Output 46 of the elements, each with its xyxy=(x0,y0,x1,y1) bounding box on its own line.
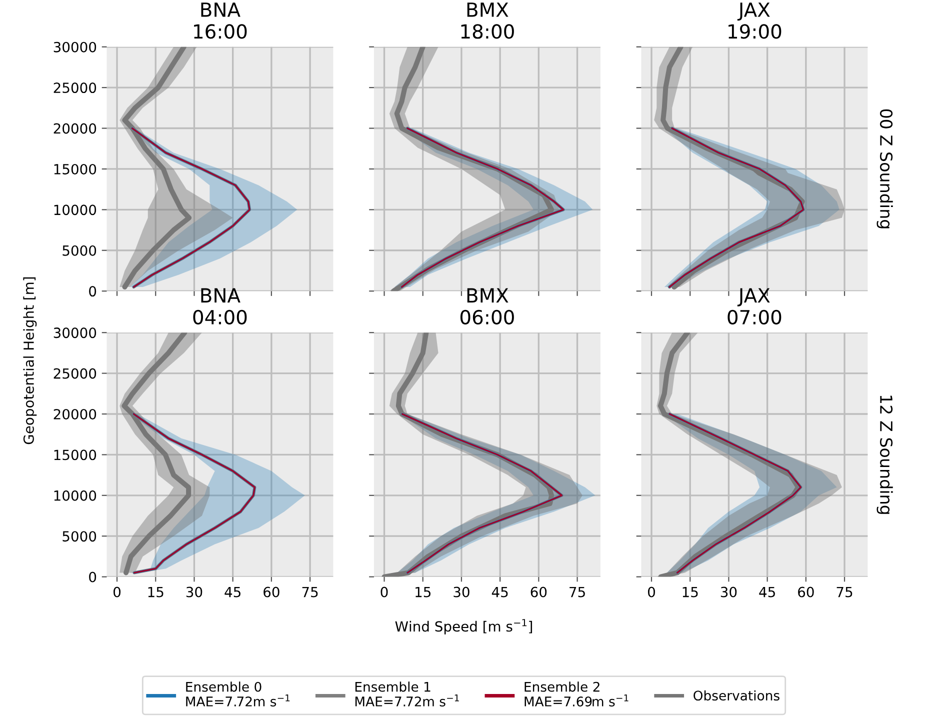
y-tick-label: 0 xyxy=(89,572,96,582)
y-tick-label: 5000 xyxy=(62,245,96,256)
chart-title: BMX 06:00 xyxy=(460,288,514,325)
x-tick-label: 30 xyxy=(454,586,470,598)
x-tick-label: 45 xyxy=(224,586,240,598)
y-tick-label: 20000 xyxy=(54,123,96,134)
x-axis-title: Wind Speed [m s$^{−1}$] xyxy=(395,619,532,634)
x-tick-label: 75 xyxy=(570,586,585,598)
x-tick-label: 0 xyxy=(380,586,388,598)
x-tick-label: 30 xyxy=(186,586,202,598)
y-tick-label: 5000 xyxy=(62,531,96,542)
x-tick-label: 45 xyxy=(759,586,775,598)
legend-label: Ensemble 0 MAE=7.72m s$^{−1}$ xyxy=(186,682,290,706)
x-tick-label: 60 xyxy=(264,586,280,598)
text: 12 Z Sounding xyxy=(876,396,893,514)
x-tick-label: 45 xyxy=(492,586,508,598)
x-tick-label: 15 xyxy=(148,586,164,598)
chart-title: BMX 18:00 xyxy=(461,2,514,39)
chart-title: JAX 07:00 xyxy=(728,288,782,325)
legend-label: Ensemble 2 MAE=7.69m s$^{−1}$ xyxy=(524,682,628,706)
x-tick-label: 60 xyxy=(530,586,547,598)
y-tick-label: 10000 xyxy=(54,490,96,501)
x-tick-label: 30 xyxy=(720,586,737,598)
chart-title: JAX 19:00 xyxy=(728,2,782,39)
y-tick-label: 25000 xyxy=(54,368,96,379)
y-tick-label: 25000 xyxy=(54,82,96,94)
y-tick-label: 30000 xyxy=(54,42,96,52)
y-tick-label: 0 xyxy=(89,286,96,297)
y-axis-title: Geopotential Height [m] xyxy=(23,277,37,444)
x-tick-label: 15 xyxy=(682,586,698,598)
legend-label: Ensemble 1 MAE=7.72m s$^{−1}$ xyxy=(355,682,459,706)
y-tick-label: 20000 xyxy=(54,408,96,420)
chart-title: BNA 04:00 xyxy=(193,288,247,325)
x-tick-label: 60 xyxy=(798,586,814,598)
x-tick-label: 0 xyxy=(114,586,121,598)
y-tick-label: 30000 xyxy=(54,328,96,338)
y-tick-label: 15000 xyxy=(54,450,96,460)
text: 00 Z Sounding xyxy=(876,109,893,228)
y-tick-label: 15000 xyxy=(54,164,96,174)
x-tick-label: 0 xyxy=(648,586,655,598)
legend-label: Observations xyxy=(694,690,780,701)
x-tick-label: 15 xyxy=(416,586,430,598)
x-tick-label: 75 xyxy=(836,586,852,598)
x-tick-label: 75 xyxy=(302,586,318,598)
chart-title: BNA 16:00 xyxy=(194,2,247,39)
y-tick-label: 10000 xyxy=(54,204,96,216)
